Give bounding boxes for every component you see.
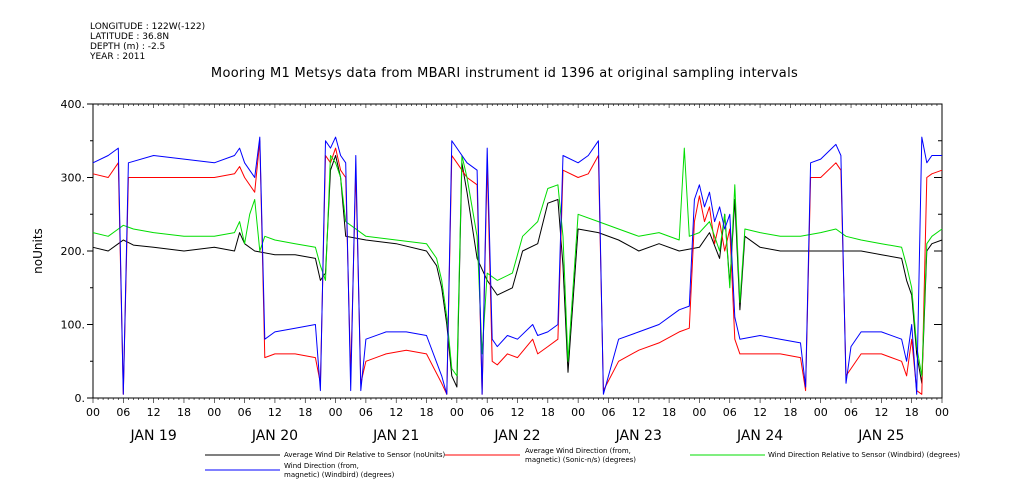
x-tick-label: 00 <box>935 406 949 419</box>
x-day-label: JAN 25 <box>857 428 904 444</box>
x-tick-label: 06 <box>723 406 737 419</box>
y-tick-label: 200. <box>61 245 86 258</box>
x-tick-label: 12 <box>389 406 403 419</box>
x-day-label: JAN 24 <box>736 428 783 444</box>
y-axis-label: noUnits <box>31 228 45 274</box>
x-tick-label: 18 <box>298 406 312 419</box>
y-tick-label: 300. <box>61 172 86 185</box>
x-day-label: JAN 20 <box>251 428 298 444</box>
x-tick-label: 12 <box>753 406 767 419</box>
x-tick-label: 00 <box>692 406 706 419</box>
x-day-label: JAN 21 <box>372 428 419 444</box>
header-longitude: LONGITUDE : 122W(-122) <box>90 22 206 32</box>
x-tick-label: 18 <box>541 406 555 419</box>
x-tick-label: 06 <box>359 406 373 419</box>
x-tick-label: 12 <box>268 406 282 419</box>
x-tick-label: 12 <box>632 406 646 419</box>
x-tick-label: 06 <box>480 406 494 419</box>
x-tick-label: 12 <box>874 406 888 419</box>
legend-label-1: magnetic) (Sonic-n/s) (degrees) <box>525 456 636 464</box>
y-tick-label: 400. <box>61 98 86 111</box>
x-tick-label: 06 <box>601 406 615 419</box>
x-day-label: JAN 22 <box>493 428 540 444</box>
legend-label-1: Average Wind Direction (from, <box>525 447 631 455</box>
x-tick-label: 12 <box>511 406 525 419</box>
x-tick-label: 18 <box>783 406 797 419</box>
x-tick-label: 00 <box>450 406 464 419</box>
x-tick-label: 00 <box>86 406 100 419</box>
header-year: YEAR : 2011 <box>90 52 146 62</box>
legend-label-0: Average Wind Dir Relative to Sensor (noU… <box>284 451 445 459</box>
x-tick-label: 00 <box>329 406 343 419</box>
series-line-2 <box>92 147 943 377</box>
series-line-0 <box>92 155 943 388</box>
x-tick-label: 00 <box>571 406 585 419</box>
chart-title: Mooring M1 Metsys data from MBARI instru… <box>210 66 799 81</box>
metadata-header: LONGITUDE : 122W(-122) LATITUDE : 36.8N … <box>90 22 205 62</box>
x-tick-label: 06 <box>116 406 130 419</box>
series-line-1 <box>92 140 943 395</box>
x-tick-label: 18 <box>420 406 434 419</box>
x-tick-label: 06 <box>844 406 858 419</box>
y-tick-label: 100. <box>61 319 86 332</box>
legend-label-3: Wind Direction (from, <box>284 462 359 470</box>
x-tick-label: 00 <box>814 406 828 419</box>
legend-label-2: Wind Direction Relative to Sensor (Windb… <box>768 451 960 459</box>
x-tick-label: 12 <box>147 406 161 419</box>
x-day-label: JAN 23 <box>615 428 662 444</box>
x-tick-label: 18 <box>905 406 919 419</box>
x-tick-label: 00 <box>207 406 221 419</box>
series-line-3 <box>92 136 942 395</box>
x-day-label: JAN 19 <box>130 428 177 444</box>
x-tick-label: 06 <box>238 406 252 419</box>
y-tick-label: 0. <box>75 392 86 405</box>
header-depth: DEPTH (m) : -2.5 <box>90 42 166 52</box>
header-latitude: LATITUDE : 36.8N <box>90 32 170 42</box>
x-tick-label: 18 <box>662 406 676 419</box>
legend-label-3: magnetic) (Windbird) (degrees) <box>284 471 395 479</box>
x-tick-label: 18 <box>177 406 191 419</box>
